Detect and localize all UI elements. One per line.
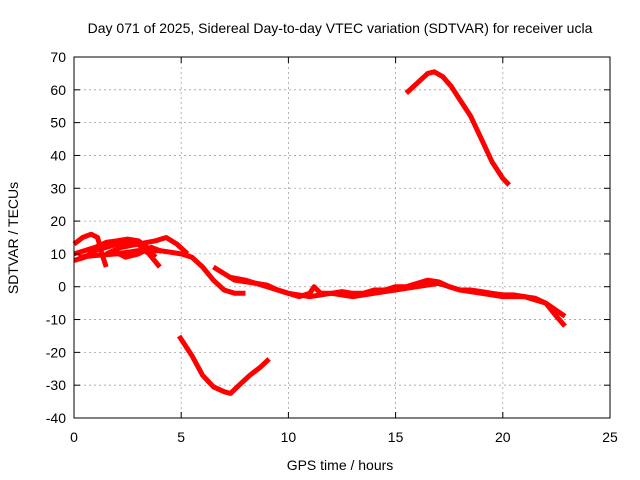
series-line-track-g: [177, 334, 271, 396]
y-tick-label: 40: [50, 147, 66, 163]
series-line-track-d: [78, 248, 246, 296]
series-line-track-j: [404, 69, 511, 187]
y-tick-label: 50: [50, 115, 66, 131]
data-series: [72, 69, 567, 396]
y-tick-label: 60: [50, 82, 66, 98]
series-line-track-e: [105, 235, 190, 257]
x-tick-label: 0: [70, 429, 78, 445]
chart-title: Day 071 of 2025, Sidereal Day-to-day VTE…: [88, 20, 593, 36]
y-tick-label: -10: [46, 312, 66, 328]
x-tick-label: 25: [602, 429, 618, 445]
x-tick-label: 15: [388, 429, 404, 445]
x-tick-label: 10: [281, 429, 297, 445]
y-tick-label: 10: [50, 246, 66, 262]
grid-lines: [74, 57, 610, 418]
series-line-track-i: [227, 274, 567, 319]
x-axis-label: GPS time / hours: [287, 457, 394, 473]
x-tick-label: 5: [177, 429, 185, 445]
y-tick-label: 30: [50, 180, 66, 196]
plot-frame: [73, 56, 611, 419]
series-line-track-f: [111, 244, 161, 260]
y-axis-label: SDTVAR / TECUs: [5, 182, 21, 294]
y-tick-label: 70: [50, 49, 66, 65]
y-tick-label: -40: [46, 410, 66, 426]
y-tick-label: -20: [46, 344, 66, 360]
axis-ticks: -40 -30 -20 -10 0 10 20 30 40 50 60 70 0 5 10 15 20 25: [46, 49, 618, 445]
y-tick-label: 20: [50, 213, 66, 229]
y-tick-label: -30: [46, 377, 66, 393]
x-tick-label: 20: [495, 429, 511, 445]
y-tick-label: 0: [58, 279, 66, 295]
